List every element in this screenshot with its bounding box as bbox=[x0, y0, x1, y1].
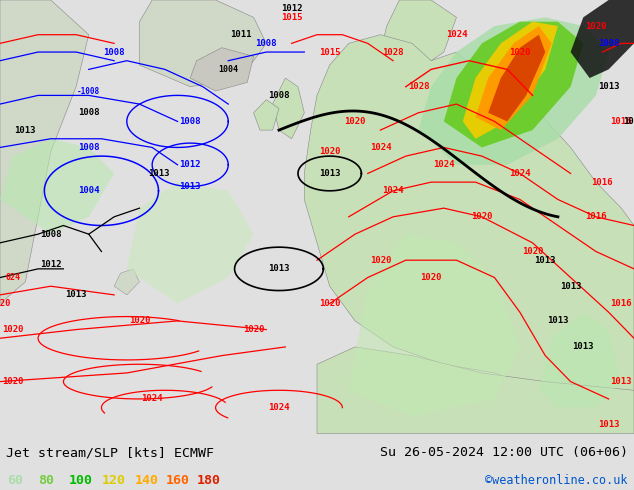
Text: 1028: 1028 bbox=[408, 82, 429, 91]
Polygon shape bbox=[0, 139, 114, 234]
Text: 1016: 1016 bbox=[611, 117, 632, 126]
Text: 100: 100 bbox=[68, 474, 93, 487]
Text: 1020: 1020 bbox=[129, 317, 150, 325]
Text: 1015: 1015 bbox=[281, 13, 302, 22]
Text: 1004: 1004 bbox=[218, 65, 238, 74]
Text: 1024: 1024 bbox=[509, 169, 531, 178]
Text: ©weatheronline.co.uk: ©weatheronline.co.uk bbox=[485, 474, 628, 487]
Text: 1008: 1008 bbox=[256, 39, 277, 48]
Polygon shape bbox=[304, 35, 634, 390]
Text: 1020: 1020 bbox=[471, 212, 493, 221]
Text: 1008: 1008 bbox=[40, 230, 61, 239]
Text: 1020: 1020 bbox=[319, 299, 340, 308]
Polygon shape bbox=[418, 17, 609, 165]
Polygon shape bbox=[444, 22, 583, 147]
Text: 1016: 1016 bbox=[592, 178, 613, 187]
Text: 1013: 1013 bbox=[547, 317, 569, 325]
Polygon shape bbox=[539, 312, 621, 408]
Polygon shape bbox=[273, 78, 304, 139]
Text: 1013: 1013 bbox=[534, 256, 556, 265]
Text: 1016: 1016 bbox=[585, 212, 607, 221]
Text: 1008: 1008 bbox=[598, 39, 619, 48]
Text: 1013: 1013 bbox=[179, 182, 201, 191]
Text: 1016: 1016 bbox=[611, 299, 632, 308]
Text: 1012: 1012 bbox=[281, 4, 302, 13]
Text: Jet stream/SLP [kts] ECMWF: Jet stream/SLP [kts] ECMWF bbox=[6, 446, 214, 459]
Text: 1008: 1008 bbox=[179, 117, 201, 126]
Text: 1020: 1020 bbox=[0, 299, 11, 308]
Text: 1020: 1020 bbox=[370, 256, 391, 265]
Text: 1024: 1024 bbox=[370, 143, 391, 152]
Polygon shape bbox=[114, 269, 139, 295]
Polygon shape bbox=[0, 0, 89, 304]
Text: Su 26-05-2024 12:00 UTC (06+06): Su 26-05-2024 12:00 UTC (06+06) bbox=[380, 446, 628, 459]
Text: 1008: 1008 bbox=[103, 48, 125, 56]
Text: 1020: 1020 bbox=[344, 117, 366, 126]
Text: -1008: -1008 bbox=[77, 87, 100, 96]
Text: 1008: 1008 bbox=[268, 91, 290, 100]
Text: 1024: 1024 bbox=[382, 186, 404, 196]
Text: 1008: 1008 bbox=[78, 143, 100, 152]
Polygon shape bbox=[317, 347, 634, 434]
Text: 1012: 1012 bbox=[40, 260, 61, 269]
Text: 1011: 1011 bbox=[230, 30, 252, 39]
Text: 180: 180 bbox=[197, 474, 221, 487]
Polygon shape bbox=[190, 48, 254, 91]
Text: 1020: 1020 bbox=[420, 273, 442, 282]
Text: 1013: 1013 bbox=[65, 291, 87, 299]
Polygon shape bbox=[488, 35, 545, 122]
Polygon shape bbox=[127, 182, 254, 304]
Text: 1020: 1020 bbox=[522, 247, 543, 256]
Text: 1020: 1020 bbox=[509, 48, 531, 56]
Text: 1013: 1013 bbox=[148, 169, 169, 178]
Text: 1020: 1020 bbox=[319, 147, 340, 156]
Text: 1013: 1013 bbox=[560, 282, 581, 291]
Text: 024: 024 bbox=[5, 273, 20, 282]
Text: 1020: 1020 bbox=[2, 377, 23, 386]
Polygon shape bbox=[463, 22, 558, 139]
Text: 1012: 1012 bbox=[179, 160, 201, 169]
Polygon shape bbox=[571, 0, 634, 78]
Text: 1013: 1013 bbox=[623, 117, 634, 126]
Text: 1013: 1013 bbox=[15, 125, 36, 135]
Polygon shape bbox=[476, 26, 552, 130]
Text: 160: 160 bbox=[166, 474, 190, 487]
Text: 1020: 1020 bbox=[243, 325, 264, 334]
Text: 1013: 1013 bbox=[319, 169, 340, 178]
Text: 140: 140 bbox=[134, 474, 158, 487]
Text: 1013: 1013 bbox=[598, 82, 619, 91]
Polygon shape bbox=[254, 100, 279, 130]
Text: 1013: 1013 bbox=[573, 343, 594, 351]
Text: 1013: 1013 bbox=[268, 265, 290, 273]
Text: 1013: 1013 bbox=[611, 377, 632, 386]
Text: 1004: 1004 bbox=[78, 186, 100, 196]
Text: 80: 80 bbox=[38, 474, 54, 487]
Polygon shape bbox=[380, 0, 456, 74]
Text: 1013: 1013 bbox=[598, 420, 619, 429]
Text: 1024: 1024 bbox=[268, 403, 290, 412]
Text: 1020: 1020 bbox=[2, 325, 23, 334]
Text: 1024: 1024 bbox=[446, 30, 467, 39]
Text: 1020: 1020 bbox=[585, 22, 607, 30]
Text: 1024: 1024 bbox=[141, 394, 163, 403]
Text: 1024: 1024 bbox=[433, 160, 455, 169]
Polygon shape bbox=[139, 0, 266, 87]
Text: 1028: 1028 bbox=[382, 48, 404, 56]
Text: 60: 60 bbox=[8, 474, 23, 487]
Text: 1008: 1008 bbox=[78, 108, 100, 117]
Text: 1015: 1015 bbox=[319, 48, 340, 56]
Polygon shape bbox=[349, 234, 520, 416]
Text: 120: 120 bbox=[101, 474, 126, 487]
